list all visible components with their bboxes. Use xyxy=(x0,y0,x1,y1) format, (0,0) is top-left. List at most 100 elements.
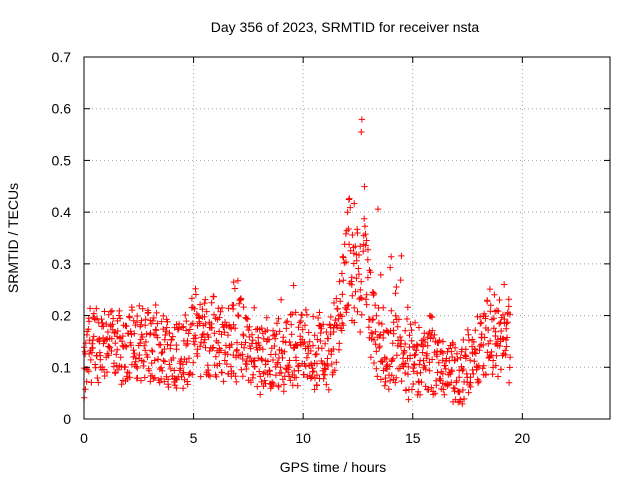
data-point xyxy=(503,325,510,332)
data-point xyxy=(394,323,401,330)
data-point xyxy=(472,350,480,357)
data-point xyxy=(362,296,370,303)
data-point xyxy=(462,355,470,362)
data-point xyxy=(153,327,160,334)
data-point xyxy=(107,308,114,315)
data-point xyxy=(503,334,511,341)
data-point xyxy=(287,342,294,349)
data-point xyxy=(188,295,196,302)
data-point xyxy=(208,324,216,332)
data-point xyxy=(335,312,342,319)
data-point xyxy=(402,327,409,334)
data-point xyxy=(127,328,134,335)
data-point xyxy=(141,342,148,349)
data-point xyxy=(376,332,383,339)
data-point xyxy=(457,354,464,361)
data-point xyxy=(439,370,446,377)
data-point xyxy=(119,332,127,340)
data-point xyxy=(280,388,287,395)
data-point xyxy=(171,382,179,389)
data-point xyxy=(363,301,370,308)
data-point xyxy=(200,339,208,346)
data-point xyxy=(297,317,305,325)
data-point xyxy=(248,331,256,338)
data-point xyxy=(414,342,421,350)
data-point xyxy=(336,278,343,285)
data-point xyxy=(211,330,218,337)
data-point xyxy=(329,371,336,378)
data-point xyxy=(372,341,379,348)
data-point xyxy=(324,355,331,362)
data-point xyxy=(454,355,461,363)
data-point xyxy=(221,319,229,326)
data-point xyxy=(161,336,168,343)
data-point xyxy=(240,303,247,311)
data-point xyxy=(485,326,492,334)
data-point xyxy=(313,381,320,389)
y-tick-label: 0.2 xyxy=(52,308,72,324)
data-point xyxy=(168,336,175,343)
data-point xyxy=(144,353,151,361)
data-point xyxy=(503,320,510,327)
data-point xyxy=(486,353,494,360)
data-point xyxy=(361,215,368,222)
data-point xyxy=(137,377,145,384)
data-point xyxy=(349,292,356,299)
data-point xyxy=(111,329,118,337)
data-point xyxy=(158,318,165,325)
data-point xyxy=(435,359,442,366)
data-point xyxy=(85,326,92,333)
data-point xyxy=(343,306,350,313)
data-point xyxy=(378,320,386,328)
data-point xyxy=(246,323,253,330)
data-point xyxy=(237,296,245,304)
data-point xyxy=(504,319,511,326)
data-point xyxy=(131,330,138,337)
data-point xyxy=(388,253,395,260)
data-point xyxy=(353,251,360,258)
data-point xyxy=(167,365,174,373)
data-point xyxy=(380,304,387,311)
data-point xyxy=(139,333,146,341)
data-point xyxy=(94,336,102,344)
data-point xyxy=(494,373,502,380)
data-point xyxy=(106,344,114,351)
data-point xyxy=(296,319,304,326)
data-point xyxy=(483,298,491,305)
data-point xyxy=(428,384,435,391)
data-point xyxy=(381,354,388,361)
data-point xyxy=(196,343,204,350)
data-point xyxy=(290,282,297,289)
data-point xyxy=(158,349,165,357)
data-point xyxy=(506,364,513,371)
data-point xyxy=(424,342,431,349)
data-point xyxy=(99,334,107,342)
data-point xyxy=(142,338,150,346)
data-point xyxy=(233,347,240,355)
data-point xyxy=(125,369,133,377)
data-point xyxy=(433,353,441,360)
data-point xyxy=(350,260,358,267)
data-point xyxy=(213,373,220,380)
data-point xyxy=(492,328,499,335)
data-point xyxy=(243,315,250,322)
data-point xyxy=(220,378,227,385)
data-point xyxy=(480,341,487,349)
data-point xyxy=(110,315,117,322)
data-point xyxy=(472,327,479,334)
data-point xyxy=(212,353,220,360)
data-point xyxy=(93,305,100,312)
data-point xyxy=(474,364,481,371)
data-point xyxy=(197,373,204,380)
data-point xyxy=(382,378,389,386)
data-point xyxy=(451,385,458,392)
data-point xyxy=(305,329,312,336)
data-point xyxy=(318,325,325,332)
data-point xyxy=(236,300,243,307)
data-point xyxy=(376,342,383,350)
data-point xyxy=(461,352,469,359)
data-point xyxy=(330,299,338,307)
data-point xyxy=(355,271,363,278)
data-point xyxy=(364,274,372,281)
data-point xyxy=(330,345,337,353)
